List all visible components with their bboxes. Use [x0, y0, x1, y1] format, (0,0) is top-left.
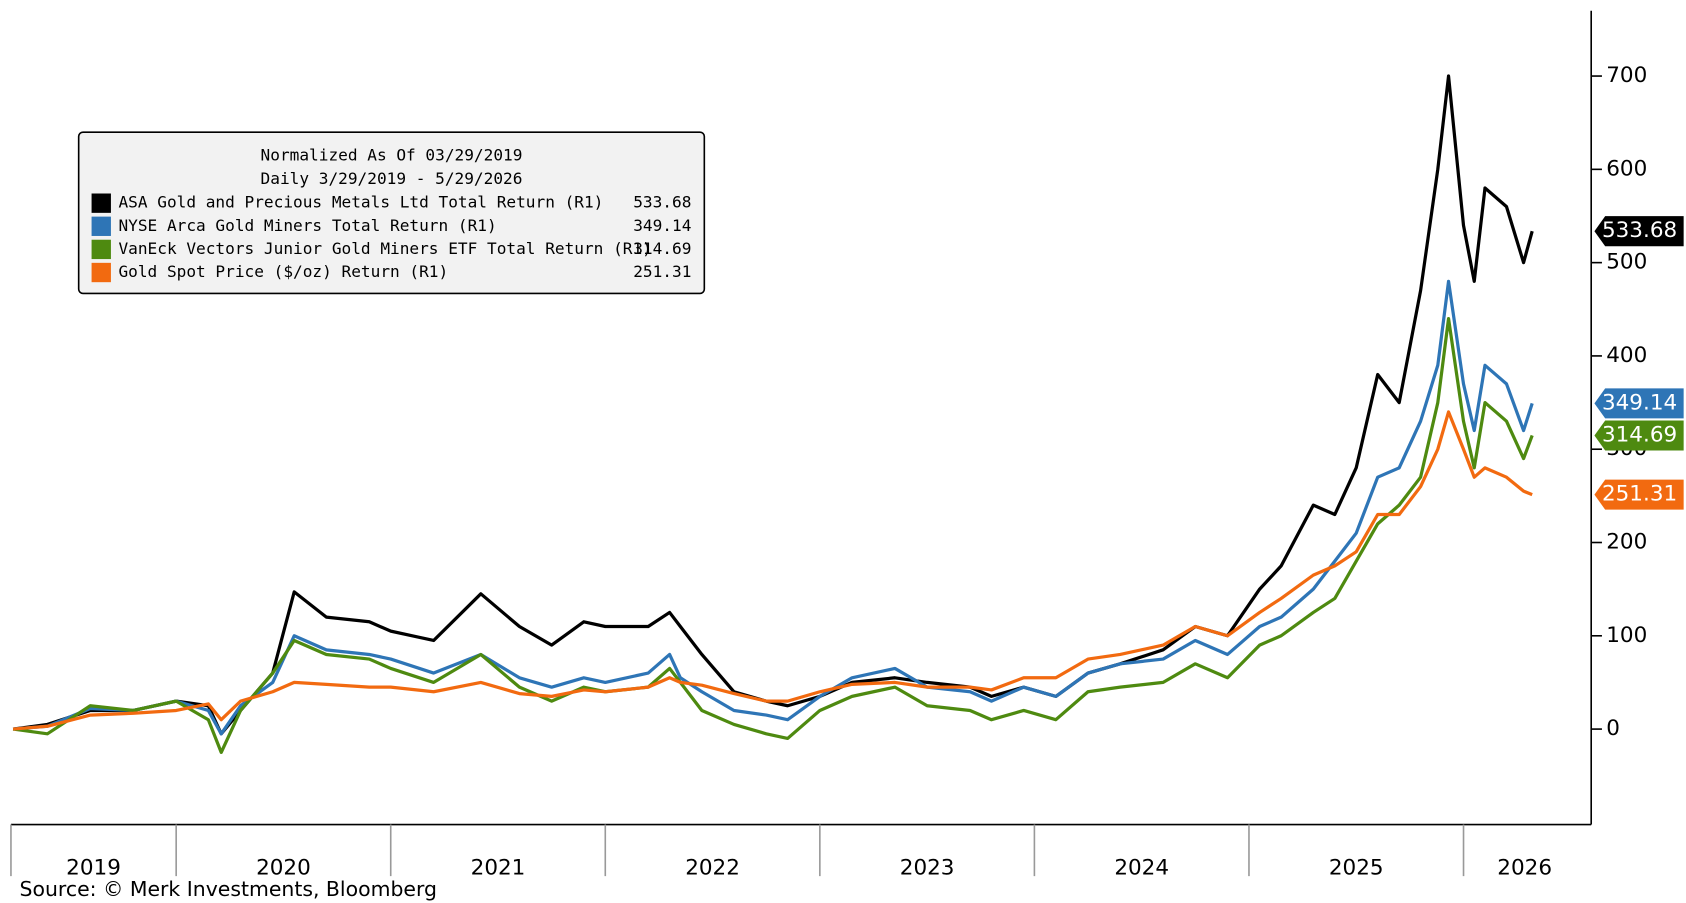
line: [12, 74, 1534, 736]
legend-label: NYSE Arca Gold Miners Total Return (R1): [118, 216, 496, 235]
legend-swatch: [91, 239, 111, 260]
legend-label: Gold Spot Price ($/oz) Return (R1): [118, 262, 448, 281]
legend-label: VanEck Vectors Junior Gold Miners ETF To…: [118, 239, 651, 258]
legend-value: 314.69: [633, 239, 691, 258]
line: [12, 317, 1534, 755]
legend-swatch: [91, 262, 111, 283]
y-tick-label: 500: [1606, 250, 1647, 275]
y-tick-label: 700: [1606, 63, 1647, 88]
end-tag: [1594, 388, 1684, 419]
x-tick-label: 2026: [1497, 856, 1552, 881]
line: [12, 279, 1534, 736]
end-tag-label: 251.31: [1602, 482, 1677, 507]
legend-swatch: [91, 216, 111, 236]
y-tick-label: 400: [1606, 343, 1647, 368]
y-tick-label: 0: [1606, 716, 1620, 741]
plot: [12, 74, 1534, 755]
end-tag: [1594, 420, 1684, 451]
y-tick-label: 200: [1606, 530, 1647, 555]
end-tag-label: 314.69: [1602, 423, 1677, 448]
legend-value: 349.14: [633, 216, 691, 235]
end-tag: [1594, 216, 1684, 247]
x-tick-label: 2022: [685, 856, 740, 881]
end-tag-label: 533.68: [1602, 218, 1677, 243]
legend-value: 533.68: [633, 193, 691, 212]
y-tick-label: 100: [1606, 623, 1647, 648]
legend-label: ASA Gold and Precious Metals Ltd Total R…: [118, 193, 603, 212]
legend-title: Normalized As Of 03/29/2019: [261, 145, 523, 164]
x-tick-label: 2019: [66, 856, 121, 881]
y-tick-label: 600: [1606, 156, 1647, 181]
legend: Normalized As Of 03/29/2019 Daily 3/29/2…: [77, 131, 706, 295]
line: [12, 410, 1533, 731]
legend-box: [77, 131, 706, 295]
end-tag-label: 349.14: [1602, 390, 1677, 415]
legend-title: Daily 3/29/2019 - 5/29/2026: [261, 169, 523, 188]
legend-value: 251.31: [633, 262, 691, 281]
x-tick-label: 2024: [1114, 856, 1169, 881]
x-tick-label: 2020: [256, 856, 311, 881]
source: Source: © Merk Investments, Bloomberg: [20, 877, 437, 901]
x-tick-label: 2025: [1329, 856, 1384, 881]
end-tag: [1594, 479, 1684, 510]
legend-swatch: [91, 193, 111, 213]
x-tick-label: 2021: [471, 856, 526, 881]
x-tick-label: 2023: [900, 856, 955, 881]
